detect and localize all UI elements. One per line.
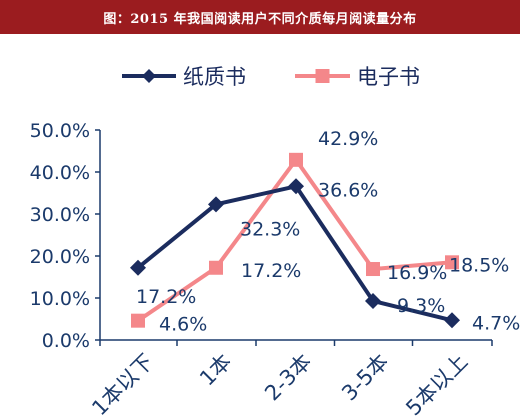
data-point-paper [288, 178, 304, 195]
data-label-paper: 36.6% [318, 179, 378, 201]
data-label-ebook: 16.9% [387, 262, 447, 284]
data-label-ebook: 4.6% [159, 314, 207, 336]
data-label-ebook: 42.9% [318, 128, 378, 150]
y-tick-label: 10.0% [30, 288, 90, 310]
data-point-paper [208, 196, 224, 213]
data-label-ebook: 18.5% [449, 254, 509, 276]
x-tick-label: 2-3本 [260, 349, 316, 405]
data-point-ebook [131, 313, 145, 328]
x-tick-label: 1本以下 [87, 349, 158, 418]
y-tick-label: 20.0% [30, 246, 90, 268]
title-bar: 图：2015 年我国阅读用户不同介质每月阅读量分布 [0, 0, 520, 34]
data-label-paper: 4.7% [472, 312, 520, 334]
x-tick-label: 1本 [195, 349, 236, 390]
data-point-ebook [209, 260, 223, 275]
y-tick-label: 50.0% [30, 120, 90, 142]
line-chart: 纸质书 电子书 0.0% 10.0% 20.0% 30.0% 40.0% 50.0% 1本以下 1… [30, 65, 520, 418]
data-label-ebook: 17.2% [241, 260, 301, 282]
data-point-paper [365, 292, 381, 309]
legend-marker-ebook [315, 69, 330, 83]
y-tick-label: 40.0% [30, 162, 90, 184]
legend-label-paper: 纸质书 [183, 65, 246, 89]
y-tick-label: 30.0% [30, 204, 90, 226]
data-point-ebook [445, 255, 459, 270]
data-label-paper: 32.3% [240, 218, 300, 240]
chart-title: 图：2015 年我国阅读用户不同介质每月阅读量分布 [103, 11, 417, 27]
data-point-ebook [289, 152, 303, 167]
legend-marker-paper [142, 69, 156, 83]
x-tick-label: 3-5本 [337, 349, 393, 405]
data-point-ebook [366, 262, 380, 277]
data-point-paper [444, 312, 460, 329]
data-label-paper: 17.2% [136, 286, 196, 308]
y-tick-label: 0.0% [42, 330, 90, 352]
data-label-paper: 9.3% [397, 295, 445, 317]
x-tick-label: 5本以上 [401, 349, 472, 418]
data-point-paper [130, 259, 146, 276]
legend-label-ebook: 电子书 [357, 65, 420, 89]
